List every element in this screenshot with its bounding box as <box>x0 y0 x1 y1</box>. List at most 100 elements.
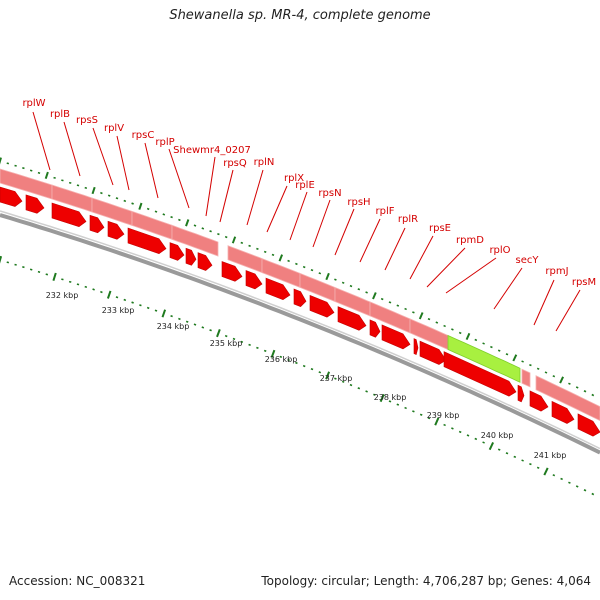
leader-line <box>219 169 234 223</box>
outer-tick <box>146 207 150 211</box>
scale-tick <box>287 358 290 362</box>
outer-tick <box>318 272 322 275</box>
scale-labels: 232 kbp 233 kbp 234 kbp 235 kbp 236 kbp 237 k… <box>46 291 567 460</box>
outer-tick <box>256 247 259 251</box>
scale-tick <box>106 290 112 299</box>
gene-arrow <box>369 319 381 338</box>
tick-marks <box>0 157 595 496</box>
scale-tick <box>193 323 197 326</box>
gene-label-rplf: rplF <box>376 206 395 217</box>
outer-tick <box>529 363 532 367</box>
scale-tick <box>575 485 579 488</box>
outer-tick <box>552 375 556 378</box>
outer-tick <box>418 312 424 320</box>
scale-tick <box>123 298 127 302</box>
leader-line <box>445 257 497 294</box>
scale-tick <box>263 349 267 353</box>
outer-tick <box>435 321 439 324</box>
leader-line <box>312 199 331 248</box>
gene-label-rpsn: rpsN <box>318 188 341 199</box>
outer-tick <box>278 254 284 262</box>
outer-tick <box>302 265 306 269</box>
gene-label-rpsm: rpsM <box>572 277 596 288</box>
outer-tick <box>349 284 353 288</box>
outer-tick <box>357 288 361 291</box>
outer-tick <box>0 157 2 165</box>
gene-label-rplr: rplR <box>398 214 418 225</box>
gene-arrow <box>337 306 367 331</box>
gene-label-rplb: rplB <box>50 109 70 120</box>
outer-tick <box>568 382 571 385</box>
outer-tick <box>334 278 337 281</box>
leader-line <box>533 279 555 326</box>
leader-line <box>92 127 114 186</box>
outer-tick <box>575 386 579 389</box>
leader-line <box>246 169 264 226</box>
outer-tick <box>115 197 119 200</box>
gene-arrow <box>381 324 411 350</box>
scale-tick <box>178 317 181 321</box>
scale-tick <box>488 441 495 451</box>
scale-tick <box>434 417 440 426</box>
scale-tick <box>240 340 244 344</box>
gene-label-rpln: rplN <box>254 157 275 168</box>
kbp-label: 240 kbp <box>481 431 514 440</box>
leader-line <box>168 148 190 209</box>
scale-tick <box>357 387 361 390</box>
gene-band-secy <box>447 334 521 383</box>
gene-arrow <box>419 340 447 365</box>
gene-band-segment <box>171 224 219 257</box>
scale-tick <box>161 309 167 318</box>
outer-tick <box>380 297 384 301</box>
backbone-line-outer <box>0 213 600 455</box>
scale-tick <box>443 423 446 427</box>
leader-line <box>289 191 308 241</box>
outer-tick <box>162 213 166 216</box>
scale-tick <box>131 301 134 304</box>
outer-tick <box>474 338 478 342</box>
scale-tick <box>419 413 423 416</box>
outer-tick <box>240 241 244 245</box>
gene-arrow <box>529 390 549 412</box>
outer-tick <box>209 230 212 233</box>
outer-tick <box>388 301 392 304</box>
outer-tick <box>341 281 345 284</box>
leader-line <box>334 208 355 256</box>
scale-tick <box>139 304 142 307</box>
outer-tick <box>591 393 595 397</box>
outer-tick <box>263 250 267 254</box>
leader-line <box>409 235 434 280</box>
gene-arrow <box>517 384 525 403</box>
gene-arrow <box>107 220 125 240</box>
scale-tick <box>568 481 571 484</box>
gene-arrow <box>265 277 291 301</box>
scale-tick <box>115 296 119 299</box>
gene-arrow <box>89 214 105 234</box>
scale-tick <box>365 390 368 393</box>
leader-line <box>493 267 523 310</box>
scale-tick <box>201 326 205 329</box>
outer-tick <box>465 332 471 341</box>
outer-tick <box>131 202 134 205</box>
gene-label-rplv: rplV <box>104 123 124 134</box>
gene-arrow <box>221 261 243 282</box>
scale-tick <box>0 255 3 264</box>
kbp-label: 237 kbp <box>320 374 353 383</box>
gene-arrow <box>51 202 87 228</box>
kbp-label: 235 kbp <box>210 339 243 348</box>
leader-line <box>266 185 288 233</box>
scale-tick <box>170 314 173 318</box>
outer-tick <box>178 218 181 222</box>
leader-line <box>116 135 130 191</box>
gene-label-rplp: rplP <box>155 137 174 148</box>
scale-tick <box>341 380 345 383</box>
outer-tick <box>295 262 298 266</box>
scale-tick <box>466 434 470 437</box>
label-leaders <box>32 111 581 332</box>
outer-tick <box>443 324 446 328</box>
outer-tick <box>490 345 493 349</box>
outer-tick <box>201 227 205 230</box>
gene-label-rpsq: rpsQ <box>223 158 247 169</box>
scale-tick <box>591 492 595 496</box>
